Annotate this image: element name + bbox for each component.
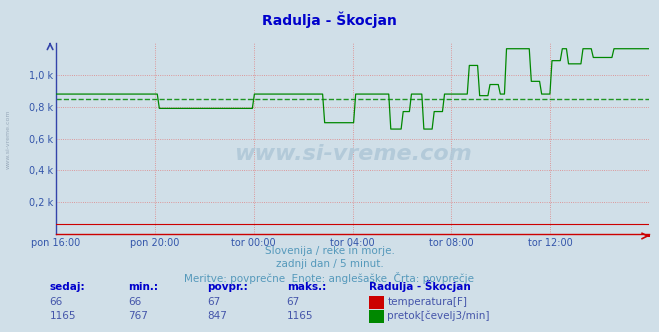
Text: pretok[čevelj3/min]: pretok[čevelj3/min]: [387, 310, 490, 321]
Text: Radulja - Škocjan: Radulja - Škocjan: [369, 280, 471, 291]
Text: 66: 66: [129, 297, 142, 307]
Text: www.si-vreme.com: www.si-vreme.com: [234, 144, 471, 164]
Text: sedaj:: sedaj:: [49, 282, 85, 291]
Text: Radulja - Škocjan: Radulja - Škocjan: [262, 12, 397, 28]
Text: 67: 67: [287, 297, 300, 307]
Text: maks.:: maks.:: [287, 282, 326, 291]
Text: 1165: 1165: [287, 311, 313, 321]
Text: povpr.:: povpr.:: [208, 282, 248, 291]
Text: Meritve: povprečne  Enote: anglešaške  Črta: povprečje: Meritve: povprečne Enote: anglešaške Črt…: [185, 272, 474, 284]
Text: 1165: 1165: [49, 311, 76, 321]
Text: temperatura[F]: temperatura[F]: [387, 297, 467, 307]
Text: zadnji dan / 5 minut.: zadnji dan / 5 minut.: [275, 259, 384, 269]
Text: Slovenija / reke in morje.: Slovenija / reke in morje.: [264, 246, 395, 256]
Text: 767: 767: [129, 311, 148, 321]
Text: min.:: min.:: [129, 282, 159, 291]
Text: 66: 66: [49, 297, 63, 307]
Text: 847: 847: [208, 311, 227, 321]
Text: www.si-vreme.com: www.si-vreme.com: [5, 110, 11, 169]
Text: 67: 67: [208, 297, 221, 307]
